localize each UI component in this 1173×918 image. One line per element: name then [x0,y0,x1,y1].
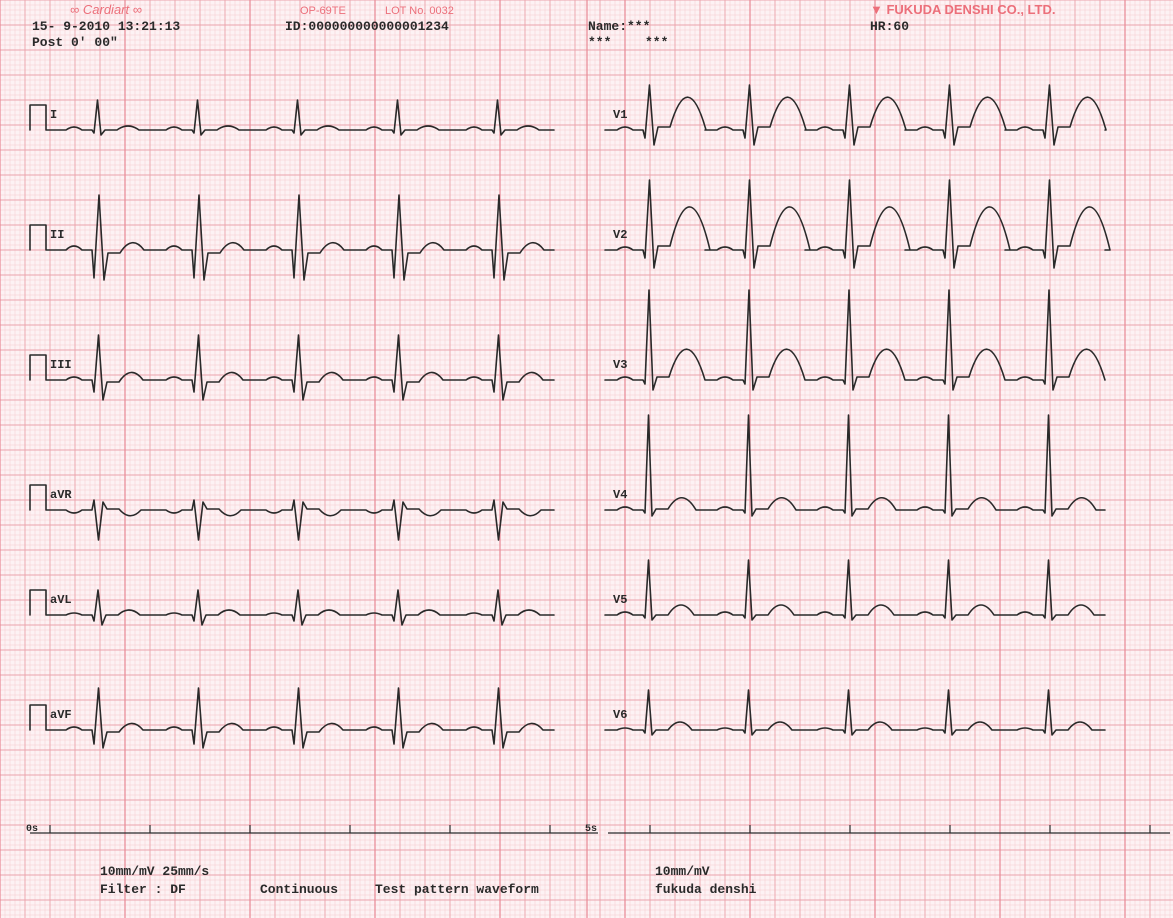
lead-label-v1: V1 [613,108,627,122]
paper-model: OP-69TE [300,5,346,17]
ecg-svg: ∞ Cardiart ∞ OP-69TE LOT No. 0032 ▼ FUKUDA … [0,0,1173,918]
filter-setting: Filter : DF [100,882,186,897]
lead-label-avf: aVF [50,708,72,722]
recording-mode: Continuous [260,882,338,897]
maker-label: fukuda denshi [655,882,757,897]
lead-label-v4: V4 [613,488,627,502]
recording-datetime: 15- 9-2010 13:21:13 [32,19,180,34]
ecg-printout: ∞ Cardiart ∞ OP-69TE LOT No. 0032 ▼ FUKUDA … [0,0,1173,918]
scale-left: 10mm/mV 25mm/s [100,864,209,879]
lead-label-v6: V6 [613,708,627,722]
brand-left: ∞ Cardiart ∞ [70,2,142,17]
lead-label-ii: II [50,228,64,242]
lead-label-i: I [50,108,57,122]
lead-label-v2: V2 [613,228,627,242]
scale-right: 10mm/mV [655,864,710,879]
patient-name-extra1: *** [588,35,611,50]
lead-label-avl: aVL [50,593,72,607]
rhythm-marker-5s: 5s [585,824,597,835]
post-time: Post 0' 00" [32,35,118,50]
pattern-label: Test pattern waveform [375,882,539,897]
lead-label-iii: III [50,358,72,372]
patient-name: Name:*** [588,19,650,34]
heart-rate: HR:60 [870,19,909,34]
patient-name-extra2: *** [645,35,668,50]
lead-label-v3: V3 [613,358,627,372]
rhythm-marker-0s: 0s [26,824,38,835]
patient-id: ID:000000000000001234 [285,19,449,34]
lot-number: LOT No. 0032 [385,5,454,17]
brand-right: ▼ FUKUDA DENSHI CO., LTD. [870,2,1055,17]
lead-label-v5: V5 [613,593,627,607]
lead-label-avr: aVR [50,488,72,502]
